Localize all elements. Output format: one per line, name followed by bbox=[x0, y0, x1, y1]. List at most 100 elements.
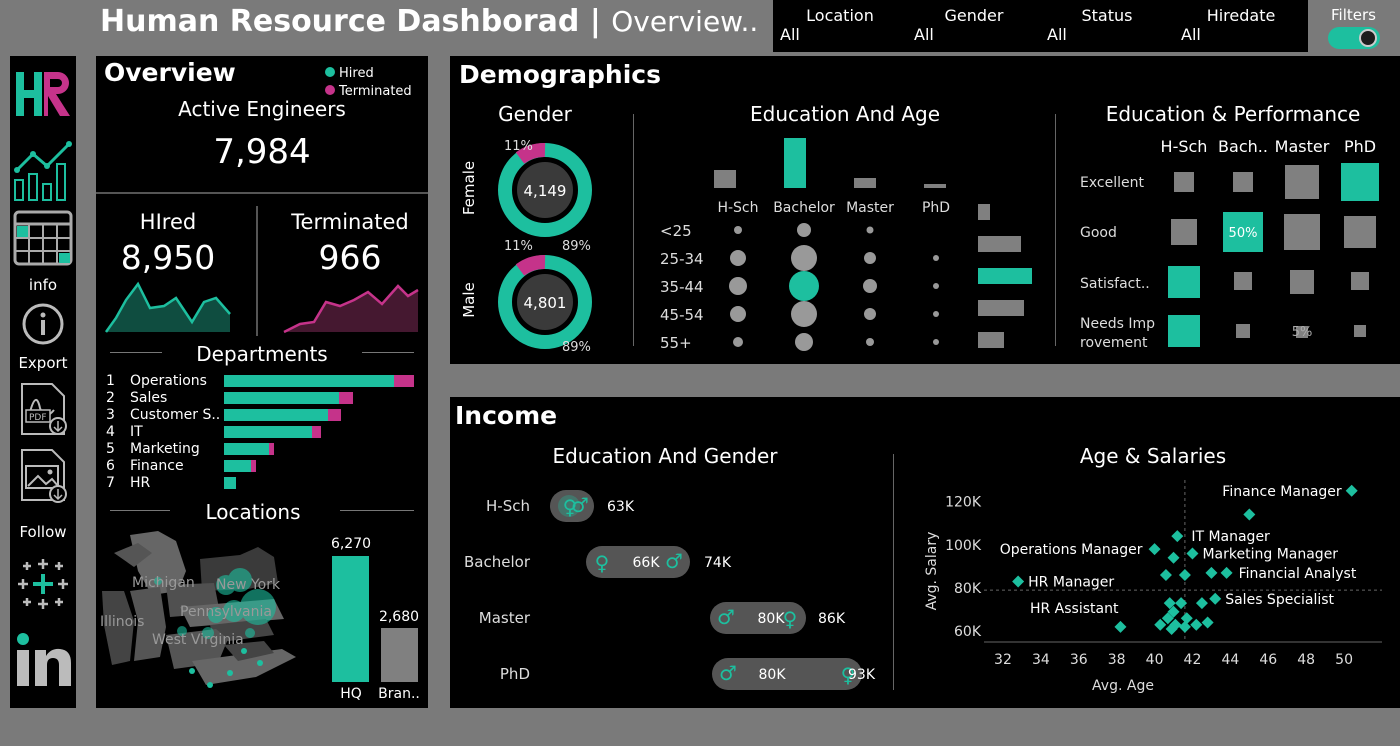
education-age-title: Education And Age bbox=[749, 102, 941, 126]
scatter-point bbox=[1171, 530, 1184, 543]
hired-label: HIred bbox=[139, 210, 197, 234]
education-performance-chart: H-Sch Bach.. Master PhD Excellent Good S… bbox=[1080, 137, 1379, 351]
hr-logo-icon: HR bbox=[14, 66, 72, 126]
svg-text:<25: <25 bbox=[660, 222, 692, 240]
x-tick-label: 50 bbox=[1335, 652, 1353, 668]
divider bbox=[110, 510, 170, 511]
y-tick-label: 60K bbox=[954, 624, 982, 640]
department-row[interactable]: 5 Marketing bbox=[106, 441, 416, 458]
departments-title: Departments bbox=[196, 342, 328, 366]
svg-text:PDF: PDF bbox=[29, 413, 47, 423]
demographics-title: Demographics bbox=[459, 60, 661, 89]
svg-text:55+: 55+ bbox=[660, 334, 692, 352]
department-terminated-bar bbox=[339, 392, 353, 404]
scatter-point bbox=[1220, 566, 1233, 579]
scatter-point bbox=[1148, 543, 1161, 556]
hired-value: 8,950 bbox=[120, 238, 216, 277]
svg-text:PhD: PhD bbox=[500, 665, 530, 683]
map-label-pennsylvania: Pennsylvania bbox=[180, 604, 272, 620]
branch-bar[interactable] bbox=[381, 628, 418, 682]
filter-hiredate[interactable]: Hiredate All bbox=[1181, 6, 1276, 44]
scatter-point bbox=[1165, 623, 1178, 636]
scatter-point bbox=[1114, 620, 1127, 633]
department-name: Finance bbox=[130, 458, 184, 474]
x-tick-label: 48 bbox=[1297, 652, 1315, 668]
toggle-knob bbox=[1359, 29, 1377, 47]
scatter-point bbox=[1175, 597, 1188, 610]
svg-text:Master: Master bbox=[1275, 137, 1330, 156]
scatter-point bbox=[1167, 551, 1180, 564]
department-hired-bar bbox=[224, 392, 339, 404]
department-terminated-bar bbox=[394, 375, 414, 387]
scatter-point bbox=[1180, 612, 1193, 625]
scatter-point bbox=[1186, 547, 1199, 560]
divider bbox=[633, 114, 634, 346]
department-row[interactable]: 6 Finance bbox=[106, 458, 416, 475]
department-rank: 4 bbox=[106, 424, 115, 440]
divider bbox=[256, 206, 258, 336]
svg-text:♂: ♂ bbox=[719, 661, 737, 685]
linkedin-icon[interactable] bbox=[15, 630, 73, 692]
hq-bar[interactable] bbox=[332, 556, 369, 682]
scatter-point-label: Operations Manager bbox=[1000, 542, 1143, 558]
svg-text:♀: ♀ bbox=[841, 663, 856, 687]
divider bbox=[96, 192, 428, 194]
svg-text:35-44: 35-44 bbox=[660, 278, 704, 296]
filter-gender[interactable]: Gender All bbox=[914, 6, 1004, 44]
department-terminated-bar bbox=[312, 426, 321, 438]
department-row[interactable]: 1 Operations bbox=[106, 373, 416, 390]
male-pct-hired: 89% bbox=[562, 340, 591, 355]
analytics-chart-icon[interactable] bbox=[13, 140, 75, 206]
department-hired-bar bbox=[224, 426, 312, 438]
svg-text:Bachelor: Bachelor bbox=[464, 553, 531, 571]
department-rank: 6 bbox=[106, 458, 115, 474]
map-label-new-york: New York bbox=[216, 577, 281, 593]
image-export-icon[interactable] bbox=[20, 448, 68, 508]
svg-text:86K: 86K bbox=[818, 611, 846, 627]
x-tick-label: 44 bbox=[1221, 652, 1239, 668]
department-row[interactable]: 2 Sales bbox=[106, 390, 416, 407]
filters-toggle[interactable] bbox=[1328, 27, 1380, 49]
info-icon[interactable] bbox=[22, 303, 64, 349]
map-label-michigan: Michigan bbox=[132, 575, 195, 591]
svg-text:Excellent: Excellent bbox=[1080, 175, 1144, 191]
department-row[interactable]: 4 IT bbox=[106, 424, 416, 441]
svg-text:45-54: 45-54 bbox=[660, 306, 704, 324]
overview-legend: Hired Terminated bbox=[325, 66, 412, 99]
divider bbox=[893, 454, 894, 690]
tableau-icon[interactable] bbox=[15, 556, 71, 616]
gender-donuts: Female 4,149 11% 89% Male 4,801 11% 89% bbox=[460, 139, 592, 355]
gender-title: Gender bbox=[498, 102, 572, 126]
scatter-point bbox=[1178, 569, 1191, 582]
filters-toggle-label: Filters bbox=[1331, 6, 1376, 24]
scatter-point bbox=[1190, 618, 1203, 631]
divider bbox=[1055, 114, 1056, 346]
department-rank: 3 bbox=[106, 407, 115, 423]
svg-text:PhD: PhD bbox=[1344, 137, 1376, 156]
education-gender-chart: H-Sch Bachelor Master PhD ♀ ♂ 63K ♀ 66K … bbox=[464, 490, 876, 690]
scatter-point bbox=[1345, 484, 1358, 497]
department-row[interactable]: 7 HR bbox=[106, 475, 416, 492]
scatter-point bbox=[1243, 508, 1256, 521]
scatter-point-label: Finance Manager bbox=[1222, 484, 1342, 500]
scatter-point bbox=[1163, 597, 1176, 610]
x-tick-label: 38 bbox=[1108, 652, 1126, 668]
divider bbox=[110, 352, 162, 353]
y-tick-label: 100K bbox=[945, 538, 982, 554]
filter-bar bbox=[773, 0, 1308, 52]
map-label-illinois: Illinois bbox=[100, 614, 144, 630]
department-row[interactable]: 3 Customer S.. bbox=[106, 407, 416, 424]
active-engineers-label: Active Engineers bbox=[178, 97, 346, 121]
calendar-icon[interactable] bbox=[13, 210, 73, 270]
female-pct-hired: 89% bbox=[562, 239, 591, 254]
demographics-panel bbox=[450, 56, 1400, 364]
female-label: Female bbox=[460, 161, 478, 215]
education-age-chart: H-Sch Bachelor Master PhD <25 25-34 35-4… bbox=[660, 138, 1032, 352]
x-tick-label: 34 bbox=[1032, 652, 1050, 668]
income-title: Income bbox=[455, 401, 558, 430]
filter-location[interactable]: Location All bbox=[780, 6, 874, 44]
svg-text:63K: 63K bbox=[607, 499, 635, 515]
filter-status[interactable]: Status All bbox=[1047, 6, 1133, 44]
svg-text:PhD: PhD bbox=[922, 200, 950, 216]
pdf-export-icon[interactable]: PDF bbox=[20, 382, 68, 440]
